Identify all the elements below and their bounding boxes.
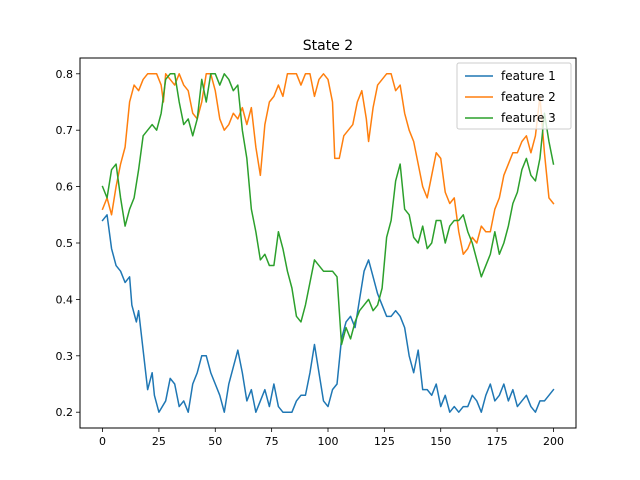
x-tick-label: 100	[318, 435, 339, 448]
x-tick-label: 200	[543, 435, 564, 448]
series-line-3	[101, 73, 555, 346]
legend-label-3: feature 3	[501, 111, 556, 125]
y-tick-label: 0.7	[56, 124, 74, 137]
x-axis-ticks: 0 25 50 75 100 125 150 175 200	[99, 428, 564, 448]
legend-label-1: feature 1	[501, 69, 556, 83]
y-tick-label: 0.8	[56, 68, 74, 81]
y-axis-ticks: 0.2 0.3 0.4 0.5 0.6 0.7 0.8	[56, 68, 80, 419]
legend-box	[456, 62, 572, 130]
series-layer	[101, 73, 555, 413]
legend-label-2: feature 2	[501, 90, 556, 104]
y-tick-label: 0.4	[56, 293, 74, 306]
x-tick-label: 0	[99, 435, 106, 448]
y-tick-label: 0.2	[56, 406, 74, 419]
x-tick-label: 75	[265, 435, 279, 448]
x-tick-label: 175	[487, 435, 508, 448]
x-tick-label: 125	[374, 435, 395, 448]
series-line-2	[101, 73, 555, 256]
chart-title: State 2	[303, 38, 353, 54]
y-tick-label: 0.6	[56, 181, 74, 194]
y-tick-label: 0.3	[56, 350, 74, 363]
plot-area-frame	[79, 57, 577, 429]
legend: feature 1 feature 2 feature 3	[456, 62, 572, 130]
x-tick-label: 150	[430, 435, 451, 448]
x-tick-label: 50	[208, 435, 222, 448]
series-line-1	[101, 214, 555, 413]
x-tick-label: 25	[152, 435, 166, 448]
y-tick-label: 0.5	[56, 237, 74, 250]
